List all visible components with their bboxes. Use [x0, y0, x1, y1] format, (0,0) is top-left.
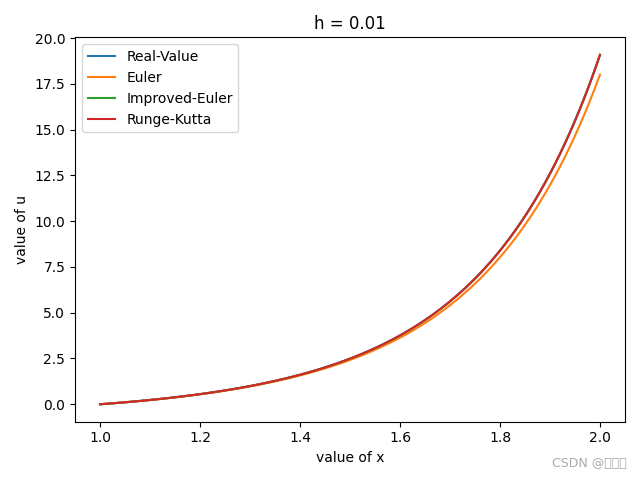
Runge-Kutta — [596, 52, 604, 58]
Runge-Kutta — [396, 333, 404, 338]
Real-Value — [221, 387, 229, 393]
Euler — [596, 72, 604, 77]
Text: CSDN @谈澹洲: CSDN @谈澹洲 — [552, 457, 627, 470]
Euler — [96, 401, 104, 407]
Improved-Euler — [446, 299, 454, 304]
Real-Value — [471, 276, 479, 281]
Improved-Euler — [96, 401, 104, 407]
Legend: Real-Value, Euler, Improved-Euler, Runge-Kutta: Real-Value, Euler, Improved-Euler, Runge… — [82, 44, 239, 132]
Euler — [131, 398, 139, 404]
Title: h = 0.01: h = 0.01 — [314, 15, 386, 33]
Improved-Euler — [131, 398, 139, 404]
Line: Real-Value: Real-Value — [100, 55, 600, 404]
Runge-Kutta — [96, 401, 104, 407]
Real-Value — [131, 398, 139, 404]
X-axis label: value of x: value of x — [316, 451, 384, 465]
Runge-Kutta — [446, 299, 454, 304]
Euler — [471, 281, 479, 287]
Y-axis label: value of u: value of u — [15, 195, 29, 264]
Runge-Kutta — [221, 387, 229, 393]
Euler — [221, 388, 229, 394]
Euler — [326, 364, 334, 370]
Runge-Kutta — [131, 398, 139, 404]
Euler — [446, 302, 454, 308]
Runge-Kutta — [326, 363, 334, 369]
Real-Value — [396, 333, 404, 338]
Line: Improved-Euler: Improved-Euler — [100, 55, 600, 404]
Improved-Euler — [396, 333, 404, 338]
Real-Value — [446, 299, 454, 304]
Line: Runge-Kutta: Runge-Kutta — [100, 55, 600, 404]
Real-Value — [96, 401, 104, 407]
Improved-Euler — [471, 276, 479, 281]
Euler — [396, 335, 404, 340]
Improved-Euler — [596, 52, 604, 58]
Line: Euler: Euler — [100, 74, 600, 404]
Improved-Euler — [326, 363, 334, 369]
Real-Value — [326, 363, 334, 369]
Real-Value — [596, 52, 604, 58]
Improved-Euler — [221, 387, 229, 393]
Runge-Kutta — [471, 276, 479, 281]
